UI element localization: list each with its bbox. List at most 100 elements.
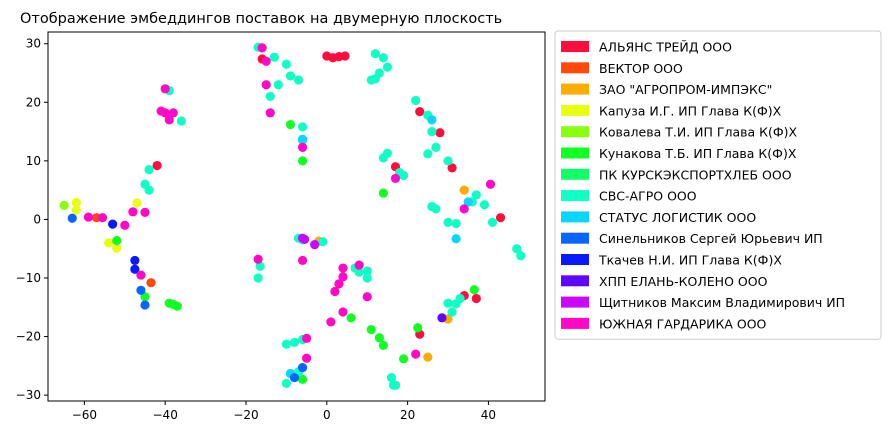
y-tick-label: 10 (26, 154, 41, 168)
data-point (120, 220, 130, 230)
legend-label: ЗАО "АГРОПРОМ-ИМПЭКС" (599, 82, 772, 97)
data-point (463, 197, 473, 207)
data-point (437, 313, 447, 323)
data-point (362, 292, 372, 302)
data-point (487, 217, 498, 227)
data-point (427, 126, 437, 137)
data-point (104, 238, 114, 248)
data-point (447, 307, 457, 317)
data-point (297, 374, 308, 384)
x-tick-label: −20 (233, 408, 258, 422)
data-point (362, 273, 372, 283)
data-point (362, 266, 372, 276)
data-point (302, 353, 312, 363)
data-point (281, 339, 291, 349)
data-point (289, 337, 300, 348)
data-point (130, 255, 140, 266)
data-point (285, 119, 296, 130)
legend-label: СВС-АГРО ООО (599, 189, 697, 204)
data-point (443, 156, 453, 166)
data-point (132, 198, 142, 208)
data-point (140, 207, 150, 217)
y-tick-label: 0 (33, 212, 41, 226)
data-point (435, 128, 445, 138)
data-point (366, 75, 376, 85)
chart-title: Отображение эмбеддингов поставок на двум… (20, 11, 502, 27)
data-point (451, 218, 461, 229)
data-point (469, 285, 479, 295)
data-point (330, 286, 340, 297)
data-point (415, 107, 425, 117)
legend-label: Щитников Максим Владимирович ИП (599, 295, 845, 310)
data-point (172, 301, 182, 311)
data-point (140, 300, 150, 310)
plot-frame (47, 31, 546, 402)
data-point (112, 243, 122, 253)
data-point (459, 185, 469, 195)
data-point (71, 205, 81, 215)
data-point (310, 240, 320, 250)
data-point (261, 80, 271, 90)
data-point (398, 170, 409, 181)
data-point (378, 188, 388, 198)
data-point (443, 217, 453, 227)
data-point (495, 213, 506, 223)
data-point (297, 122, 308, 132)
legend-label: Капуза И.Г. ИП Глава К(Ф)Х (599, 103, 782, 118)
data-point (144, 185, 154, 195)
data-point (297, 134, 308, 144)
data-point (261, 56, 271, 66)
data-point (346, 313, 356, 323)
data-point (265, 108, 275, 118)
data-point (130, 264, 140, 274)
x-tick-label: −60 (72, 408, 97, 422)
legend-swatch (561, 296, 589, 308)
y-tick-label: 20 (26, 95, 41, 109)
data-point (423, 352, 433, 362)
data-point (423, 149, 433, 159)
data-point (326, 317, 336, 327)
x-tick-label: 40 (481, 408, 496, 422)
legend-frame (554, 30, 882, 340)
plot-points (59, 42, 526, 390)
legend-swatch (561, 41, 589, 52)
data-point (338, 272, 348, 282)
data-point (431, 142, 441, 152)
data-point (411, 95, 421, 106)
data-point (108, 219, 118, 229)
legend-swatch (561, 232, 589, 244)
data-point (297, 142, 308, 152)
legend-swatch (561, 254, 589, 265)
legend-label: Ковалева Т.И. ИП Глава К(Ф)Х (599, 125, 798, 140)
data-point (340, 51, 350, 61)
data-point (297, 255, 308, 266)
data-point (411, 349, 421, 359)
data-point (257, 43, 267, 53)
data-point (378, 340, 388, 350)
data-point (471, 293, 481, 304)
data-point (285, 71, 296, 81)
legend-label: Ткачев Н.И. ИП Глава К(Ф)Х (598, 253, 782, 268)
data-point (255, 261, 265, 271)
legend-label: ХПП ЕЛАНЬ-КОЛЕНО ООО (599, 274, 768, 289)
data-point (382, 148, 393, 158)
legend-label: ВЕКТОР ООО (599, 61, 683, 76)
data-point (176, 116, 186, 126)
data-point (83, 212, 94, 222)
data-point (455, 293, 465, 304)
legend-label: Синельников Сергей Юрьевич ИП (599, 231, 823, 246)
data-point (388, 380, 399, 390)
y-tick-label: −30 (16, 388, 41, 402)
data-point (318, 237, 328, 247)
data-point (289, 372, 300, 383)
legend-label: СТАТУС ЛОГИСТИК ООО (599, 210, 756, 225)
x-tick-label: 20 (400, 408, 415, 422)
legend-swatch (561, 190, 589, 202)
y-tick-label: −20 (16, 330, 41, 344)
data-point (302, 333, 312, 343)
legend-label: ПК КУРСКЭКСПОРТХЛЕБ ООО (599, 167, 792, 182)
data-point (160, 84, 170, 94)
data-point (168, 108, 178, 118)
data-point (374, 333, 384, 343)
